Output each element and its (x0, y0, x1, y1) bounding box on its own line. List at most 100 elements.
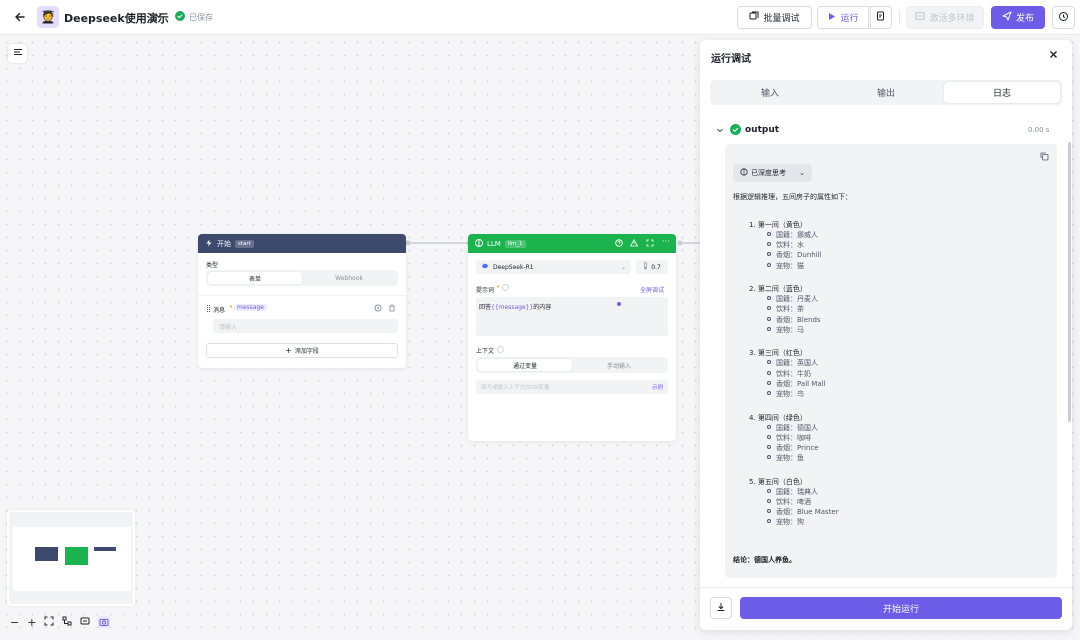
prompt-label: 提示词 (476, 287, 495, 294)
type-tab-webhook[interactable]: Webhook (335, 274, 363, 282)
add-field-button[interactable]: + 添加字段 (206, 343, 398, 358)
field-label: 消息 (213, 307, 226, 314)
type-segment: 表单 Webhook (206, 270, 398, 286)
drag-handle-icon[interactable] (207, 305, 210, 312)
copy-icon[interactable] (1040, 152, 1049, 164)
house-title: 1. 第一间（黄色） (749, 221, 807, 229)
top-bar: 🧑‍🎓 Deepseek使用演示 已保存 批量调试 运行 激活多环境 发布 (0, 0, 1080, 35)
zoom-in-icon[interactable]: + (27, 615, 37, 629)
prompt-editor[interactable]: 回答{{message}}的内容 (476, 297, 668, 336)
house-attribute-text: 饮料：咖啡 (776, 433, 811, 442)
warning-icon[interactable] (629, 238, 639, 250)
tab-input[interactable]: 输入 (760, 89, 779, 99)
delete-icon[interactable] (388, 304, 396, 315)
temperature-value: 0.7 (651, 263, 661, 271)
llm-node[interactable]: LLM llm_1 ··· DeepSeek-R1 ⌄ 0.7 提示词 • 全屏… (468, 234, 676, 441)
thinking-label: 已深度思考 (751, 169, 786, 177)
context-tab-manual[interactable]: 手动输入 (606, 362, 631, 370)
app-title[interactable]: Deepseek使用演示 (64, 12, 169, 25)
minimap-llm-node (65, 547, 88, 565)
message-input[interactable]: 请输入 (213, 319, 398, 333)
context-label: 上下文 (476, 348, 495, 355)
house-attribute-text: 饮料：啤酒 (776, 498, 811, 506)
house-attribute-text: 宠物：马 (776, 325, 804, 334)
type-tab-form[interactable]: 表单 (208, 272, 302, 284)
version-history-button[interactable] (1052, 6, 1075, 29)
house-attribute-text: 宠物：猫 (776, 261, 804, 270)
chevron-down-icon[interactable] (154, 11, 163, 23)
llm-icon (475, 238, 483, 249)
model-select[interactable]: DeepSeek-R1 ⌄ (476, 260, 631, 274)
output-label: output (745, 125, 780, 135)
scrollbar[interactable] (1068, 142, 1071, 422)
collapse-chevron-icon[interactable] (716, 126, 724, 137)
thinking-toggle[interactable]: 已深度思考 ⌄ (733, 164, 812, 182)
bullet-icon (767, 391, 771, 395)
publish-button[interactable]: 发布 (991, 6, 1045, 29)
bullet-icon (767, 296, 771, 301)
house-attribute-text: 香烟：Pall Mall (776, 379, 826, 388)
success-check-icon (730, 124, 741, 138)
close-icon[interactable] (1049, 50, 1058, 62)
house-attribute: 宠物：马 (767, 325, 804, 335)
prompt-prefix: 回答 (479, 304, 492, 311)
download-button[interactable] (710, 597, 732, 619)
house-attribute-text: 国籍：瑞典人 (776, 487, 818, 496)
house-attribute-text: 饮料：茶 (776, 305, 804, 314)
fit-view-icon[interactable] (44, 616, 54, 629)
tab-log[interactable]: 日志 (944, 82, 1060, 103)
batch-debug-button[interactable]: 批量调试 (737, 6, 812, 29)
minimap[interactable] (7, 510, 135, 606)
comment-icon[interactable] (80, 616, 90, 629)
history-icon (1058, 11, 1069, 25)
bullet-icon (767, 252, 771, 257)
house-attribute: 香烟：Pall Mall (767, 379, 826, 389)
thermometer-icon (643, 262, 648, 272)
app-avatar: 🧑‍🎓 (37, 6, 59, 28)
start-node-title: 开始 (217, 239, 231, 248)
house-attribute-text: 饮料：牛奶 (776, 369, 811, 378)
run-label: 运行 (840, 14, 859, 24)
house-attribute: 香烟：Blends (767, 315, 821, 325)
help-icon (502, 284, 509, 294)
llm-node-title: LLM (487, 239, 501, 248)
tab-output[interactable]: 输出 (876, 89, 895, 99)
node-list-button[interactable] (8, 44, 27, 63)
settings-icon[interactable] (374, 304, 382, 315)
layout-icon[interactable] (62, 616, 72, 629)
bullet-icon (767, 519, 771, 524)
start-run-button[interactable]: 开始运行 (740, 597, 1062, 619)
run-button[interactable]: 运行 (817, 6, 869, 29)
expand-icon[interactable] (646, 239, 654, 250)
example-link[interactable]: 示例 (651, 385, 663, 391)
more-icon[interactable]: ··· (662, 237, 670, 246)
intro-text: 根据逻辑推理，五间房子的属性如下： (733, 193, 852, 201)
activate-env-label: 激活多环境 (929, 14, 975, 24)
run-history-button[interactable] (870, 6, 892, 29)
minimap-output-node (94, 547, 116, 551)
back-icon[interactable] (12, 9, 28, 25)
temperature-field[interactable]: 0.7 (636, 260, 668, 274)
fullscreen-edit-link[interactable]: 全屏调试 (640, 287, 665, 294)
batch-debug-label: 批量调试 (763, 14, 800, 24)
bullet-icon (767, 499, 771, 503)
house-attribute-text: 国籍：英国人 (776, 359, 818, 368)
help-icon (497, 346, 504, 356)
activate-env-button[interactable]: 激活多环境 (906, 6, 984, 29)
help-icon[interactable] (615, 239, 623, 250)
context-tab-variable[interactable]: 通过变量 (478, 359, 572, 371)
house-title: 3. 第三间（红色） (749, 349, 807, 358)
conclusion-text: 结论：德国人养鱼。 (733, 556, 796, 564)
start-node[interactable]: 开始 start 类型 表单 Webhook 消息 • message 请输入 … (198, 234, 406, 368)
zoom-out-icon[interactable]: − (10, 615, 20, 629)
plus-icon: + (285, 346, 292, 355)
bullet-icon (767, 306, 771, 311)
cursor-dot (617, 302, 621, 306)
play-icon (827, 12, 836, 24)
screenshot-icon[interactable] (98, 616, 111, 628)
house-attribute-text: 国籍：挪威人 (776, 231, 818, 239)
chevron-down-icon: ⌄ (620, 263, 626, 271)
house-attribute-text: 国籍：丹麦人 (776, 295, 818, 304)
context-input[interactable]: 填写或输入上下文JSON变量 示例 (476, 380, 668, 394)
bullet-icon (767, 445, 771, 449)
